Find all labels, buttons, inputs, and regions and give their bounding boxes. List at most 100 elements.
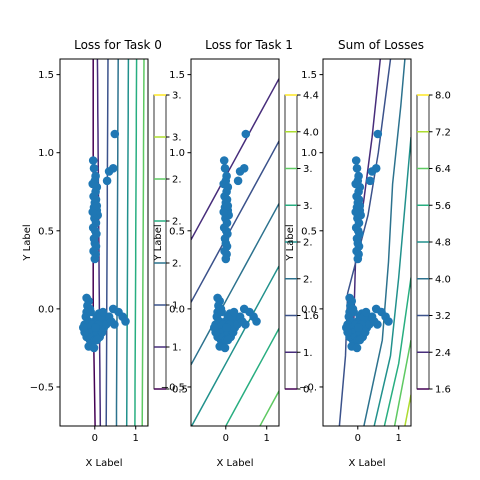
axes-frame bbox=[322, 58, 412, 427]
scatter-point bbox=[351, 156, 361, 165]
scatter-point bbox=[210, 323, 219, 332]
scatter-points bbox=[79, 129, 130, 353]
x-axis-label: X Label bbox=[85, 458, 122, 469]
y-tick-label: −0.5 bbox=[161, 382, 185, 393]
contour-line bbox=[363, 59, 406, 426]
scatter-point bbox=[92, 201, 102, 211]
contour-line bbox=[383, 277, 411, 426]
y-tick-label: 1.0 bbox=[169, 148, 185, 159]
colorbar-tick-label: 2. bbox=[303, 274, 313, 285]
y-tick-label: 1.0 bbox=[301, 148, 317, 159]
y-tick-label: 0.0 bbox=[38, 304, 54, 315]
colorbar: 0. 1. 1.6 2. 2. 3. 3. 4.0 4.4 bbox=[284, 91, 319, 396]
contour-line bbox=[105, 59, 109, 426]
colorbar-tick-label: 2. bbox=[172, 217, 182, 228]
scatter-point bbox=[369, 317, 379, 326]
scatter-point bbox=[355, 335, 365, 345]
scatter-point bbox=[88, 156, 98, 165]
chart-title: Loss for Task 1 bbox=[205, 38, 293, 52]
scatter-point bbox=[235, 167, 245, 176]
contour-line bbox=[373, 137, 411, 426]
scatter-point bbox=[351, 207, 361, 217]
colorbar-tick-label: 1.6 bbox=[303, 311, 319, 322]
scatter-point bbox=[92, 335, 102, 345]
scatter-point bbox=[89, 164, 99, 173]
scatter-point bbox=[354, 323, 363, 332]
y-tick-label: 0.0 bbox=[301, 304, 317, 315]
scatter-point bbox=[241, 129, 251, 139]
scatter-point bbox=[219, 207, 228, 217]
scatter-point bbox=[229, 307, 239, 317]
colorbar-tick-label: 2. bbox=[303, 238, 313, 249]
scatter-point bbox=[106, 317, 116, 326]
colorbar-tick-label: 4.4 bbox=[303, 91, 319, 102]
scatter-point bbox=[121, 317, 130, 326]
scatter-point bbox=[89, 343, 99, 353]
scatter-point bbox=[221, 254, 231, 264]
x-axis-label: X Label bbox=[348, 458, 385, 469]
contour-line bbox=[141, 59, 145, 426]
scatter-point bbox=[104, 167, 114, 176]
contour-line bbox=[191, 140, 279, 303]
contour-line bbox=[115, 59, 119, 426]
panel-1: 0 1 −0.5 0.0 0.5 1.0 1.5 X Label Y Label Loss for… bbox=[153, 38, 319, 469]
axes-frame bbox=[59, 58, 149, 427]
panel-2: 0 1 −0. 0.0 0.5 1.0 1.5 X Label Y Label Sum of Lo… bbox=[285, 38, 451, 469]
scatter-point bbox=[349, 307, 359, 317]
scatter-point bbox=[223, 201, 233, 211]
scatter-point bbox=[352, 343, 362, 353]
colorbar-tick-label: 8.0 bbox=[435, 91, 451, 102]
y-axis-label: Y Label bbox=[153, 224, 164, 261]
contour-line bbox=[191, 203, 279, 366]
y-tick-label: 0.0 bbox=[169, 304, 185, 315]
scatter-point bbox=[222, 323, 231, 332]
colorbar-tick-label: 1. bbox=[172, 301, 182, 312]
colorbar-tick-label: 1. bbox=[172, 343, 182, 354]
x-tick-label: 1 bbox=[133, 433, 139, 444]
scatter-point bbox=[98, 307, 108, 317]
scatter-point bbox=[342, 323, 351, 332]
contour-line bbox=[393, 339, 411, 426]
colorbar: 1.6 2.4 3.2 4.0 4.8 5.6 6.4 7.2 8.0 bbox=[416, 91, 451, 396]
colorbar-tick-label: 4.8 bbox=[435, 238, 451, 249]
colorbar-tick-label: 2. bbox=[172, 259, 182, 270]
contour-lines bbox=[92, 59, 148, 426]
x-tick-label: 1 bbox=[264, 433, 270, 444]
contour-line bbox=[134, 59, 138, 426]
contour-line bbox=[259, 390, 279, 426]
scatter-point bbox=[219, 156, 229, 165]
x-tick-label: 1 bbox=[396, 433, 402, 444]
colorbar-tick-label: 5.6 bbox=[435, 201, 451, 212]
scatter-point bbox=[384, 317, 393, 326]
chart-title: Loss for Task 0 bbox=[74, 38, 162, 52]
scatter-point bbox=[79, 323, 88, 332]
scatter-point bbox=[223, 335, 233, 345]
y-tick-label: −0. bbox=[299, 382, 317, 393]
colorbar-tick-label: 7.2 bbox=[435, 127, 451, 138]
x-tick-label: 0 bbox=[223, 433, 229, 444]
colorbar-tick-label: 0.5 bbox=[172, 385, 188, 396]
colorbar-tick-label: 0. bbox=[303, 385, 313, 396]
scatter-point bbox=[365, 176, 375, 186]
x-tick-label: 0 bbox=[92, 433, 98, 444]
scatter-point bbox=[220, 164, 230, 173]
contour-lines bbox=[191, 78, 279, 426]
colorbar-tick-label: 4.0 bbox=[435, 274, 451, 285]
contour-line bbox=[191, 265, 279, 426]
scatter-point bbox=[352, 164, 362, 173]
y-tick-label: 1.0 bbox=[38, 148, 54, 159]
contour-line bbox=[191, 78, 279, 241]
y-tick-label: 1.5 bbox=[169, 70, 185, 81]
scatter-points bbox=[342, 129, 393, 353]
scatter-point bbox=[353, 254, 363, 264]
y-tick-label: 1.5 bbox=[301, 70, 317, 81]
colorbar-tick-label: 1.6 bbox=[435, 385, 451, 396]
scatter-point bbox=[373, 129, 383, 139]
colorbar-tick-label: 3. bbox=[303, 164, 313, 175]
scatter-point bbox=[367, 167, 377, 176]
scatter-point bbox=[91, 323, 100, 332]
scatter-point bbox=[90, 254, 100, 264]
scatter-point bbox=[110, 129, 120, 139]
scatter-point bbox=[102, 176, 112, 186]
colorbar: 0.5 1. 1. 2. 2. 2. 3. 3. bbox=[153, 91, 188, 396]
